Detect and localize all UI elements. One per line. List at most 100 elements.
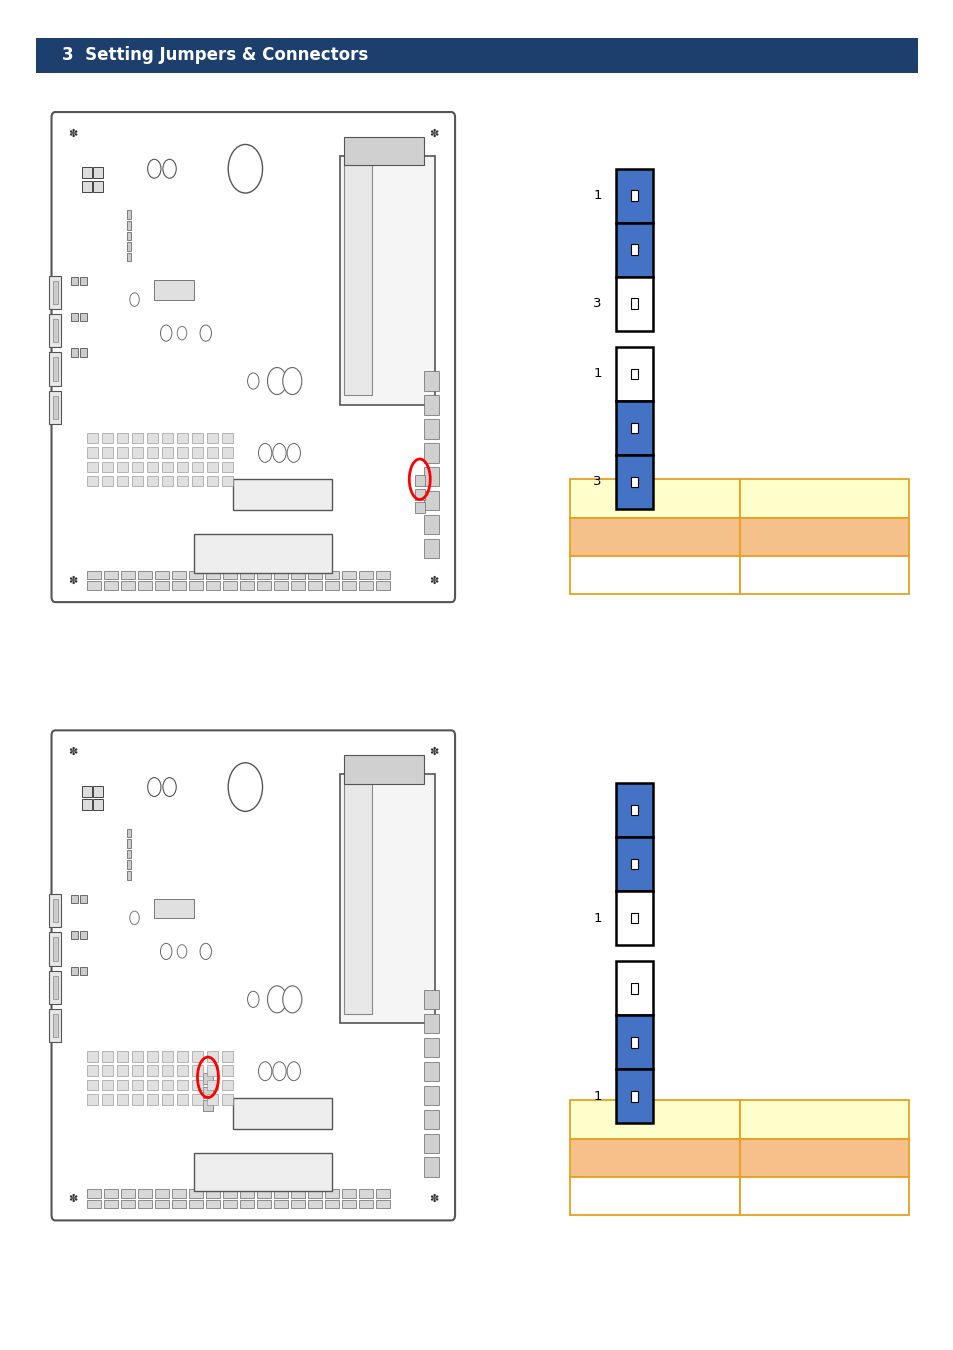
Bar bbox=[630, 298, 638, 309]
Bar bbox=[87, 477, 98, 486]
Bar bbox=[50, 352, 61, 386]
Bar bbox=[147, 433, 158, 443]
Bar bbox=[102, 462, 113, 472]
Bar bbox=[117, 462, 128, 472]
Bar bbox=[257, 1189, 271, 1197]
Bar bbox=[423, 516, 439, 535]
Bar bbox=[616, 783, 652, 837]
Bar bbox=[423, 1085, 439, 1104]
Bar bbox=[423, 1061, 439, 1081]
Bar bbox=[80, 277, 87, 285]
Bar bbox=[274, 1189, 288, 1197]
Bar bbox=[117, 447, 128, 458]
Bar bbox=[162, 1065, 173, 1076]
Bar bbox=[189, 571, 203, 579]
Bar bbox=[80, 348, 87, 356]
Text: 3  Setting Jumpers & Connectors: 3 Setting Jumpers & Connectors bbox=[62, 46, 368, 65]
Bar bbox=[162, 447, 173, 458]
Bar bbox=[344, 166, 372, 396]
Bar bbox=[376, 571, 390, 579]
Bar bbox=[630, 477, 638, 487]
Bar bbox=[53, 1014, 58, 1037]
Bar bbox=[423, 1110, 439, 1129]
Bar bbox=[93, 786, 103, 796]
Bar bbox=[87, 447, 98, 458]
Circle shape bbox=[148, 159, 161, 178]
Bar bbox=[222, 433, 233, 443]
Bar bbox=[616, 277, 652, 331]
Bar bbox=[223, 1189, 236, 1197]
Bar bbox=[121, 1200, 134, 1208]
Bar bbox=[359, 1200, 373, 1208]
Bar bbox=[206, 571, 220, 579]
Circle shape bbox=[258, 443, 272, 462]
Bar bbox=[222, 1095, 233, 1104]
Bar bbox=[206, 1200, 220, 1208]
Bar bbox=[127, 829, 132, 837]
Bar bbox=[162, 1095, 173, 1104]
Bar bbox=[87, 1200, 101, 1208]
Bar bbox=[102, 1095, 113, 1104]
Bar bbox=[147, 1095, 158, 1104]
Bar bbox=[222, 447, 233, 458]
Bar bbox=[127, 840, 132, 848]
Bar bbox=[50, 390, 61, 424]
Bar bbox=[177, 433, 188, 443]
Bar bbox=[177, 1095, 188, 1104]
Bar bbox=[193, 535, 332, 572]
Bar bbox=[82, 786, 91, 796]
Bar bbox=[155, 571, 169, 579]
Circle shape bbox=[177, 945, 187, 958]
Bar bbox=[630, 190, 638, 201]
Bar bbox=[240, 582, 253, 590]
Bar bbox=[740, 1177, 908, 1215]
Circle shape bbox=[228, 144, 262, 193]
Bar bbox=[203, 1100, 213, 1111]
Bar bbox=[423, 1014, 439, 1033]
Bar bbox=[616, 169, 652, 223]
Bar bbox=[630, 1091, 638, 1102]
Bar bbox=[53, 976, 58, 999]
Bar bbox=[193, 447, 203, 458]
Text: ✽: ✽ bbox=[429, 575, 438, 586]
Bar bbox=[193, 1065, 203, 1076]
Bar bbox=[121, 1189, 134, 1197]
Bar bbox=[274, 582, 288, 590]
Bar bbox=[423, 396, 439, 414]
Circle shape bbox=[163, 778, 176, 796]
Circle shape bbox=[282, 986, 301, 1012]
Bar bbox=[147, 462, 158, 472]
Bar bbox=[291, 582, 305, 590]
Bar bbox=[155, 1200, 169, 1208]
Bar bbox=[172, 1189, 186, 1197]
Bar bbox=[177, 1065, 188, 1076]
Bar bbox=[53, 319, 58, 343]
Bar bbox=[80, 967, 87, 975]
Circle shape bbox=[228, 763, 262, 811]
Bar bbox=[87, 582, 101, 590]
Bar bbox=[616, 1069, 652, 1123]
Bar bbox=[177, 1080, 188, 1091]
Bar bbox=[189, 1200, 203, 1208]
Bar bbox=[308, 1200, 322, 1208]
Bar bbox=[102, 1080, 113, 1091]
Bar bbox=[127, 860, 132, 869]
Bar bbox=[340, 155, 435, 405]
Bar bbox=[50, 894, 61, 927]
Bar bbox=[274, 1200, 288, 1208]
Bar bbox=[570, 517, 740, 556]
Bar bbox=[223, 582, 236, 590]
Bar bbox=[222, 1052, 233, 1061]
Bar bbox=[50, 1008, 61, 1042]
Bar bbox=[740, 517, 908, 556]
Text: ✽: ✽ bbox=[429, 128, 438, 139]
Bar bbox=[80, 930, 87, 940]
Bar bbox=[82, 167, 91, 178]
Bar bbox=[193, 1080, 203, 1091]
Bar bbox=[87, 1095, 98, 1104]
Text: 3: 3 bbox=[593, 475, 601, 489]
Bar bbox=[93, 167, 103, 178]
Bar bbox=[71, 895, 78, 903]
Bar bbox=[206, 582, 220, 590]
Bar bbox=[193, 1052, 203, 1061]
